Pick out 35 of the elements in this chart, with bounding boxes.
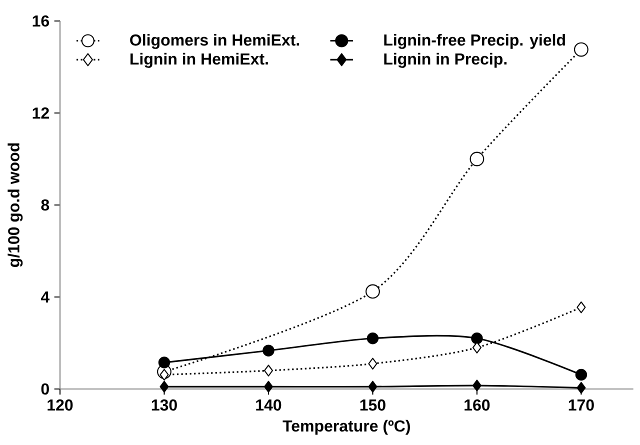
point (576, 382, 586, 394)
x-tick-label: 140 (256, 399, 282, 411)
point (368, 358, 378, 370)
point (368, 380, 378, 393)
legend-label: Lignin in Precip. (384, 52, 507, 68)
point (158, 356, 170, 368)
point (264, 364, 274, 376)
legend-label: Lignin in HemiExt. (130, 52, 268, 68)
point (262, 344, 274, 356)
y-tick-label: 8 (41, 199, 50, 211)
y-tick-label: 12 (32, 107, 49, 119)
x-tick-label: 150 (360, 399, 386, 411)
point (160, 368, 169, 381)
y-tick-label: 0 (41, 383, 49, 395)
point (160, 380, 169, 393)
y-tick-label: 16 (32, 15, 50, 27)
x-tick-label: 120 (48, 399, 73, 411)
point (471, 332, 483, 344)
point (366, 332, 379, 344)
point (576, 301, 586, 314)
x-axis-title: Temperature (ºC) (282, 420, 410, 435)
point (472, 342, 482, 354)
x-tick-label: 160 (464, 399, 490, 411)
point (470, 152, 484, 166)
point (574, 42, 588, 57)
legend-label: Oligomers in HemiExt. (130, 34, 300, 49)
y-axis-title: g/100 go.d wood (8, 143, 23, 268)
point (366, 284, 380, 299)
x-tick-label: 130 (152, 399, 177, 411)
x-tick-label: 170 (568, 399, 594, 411)
point (264, 380, 274, 393)
point (472, 380, 482, 392)
y-tick-label: 4 (40, 291, 50, 302)
legend-label: Lignin-free Precip. yield (384, 34, 565, 49)
point (575, 368, 588, 381)
